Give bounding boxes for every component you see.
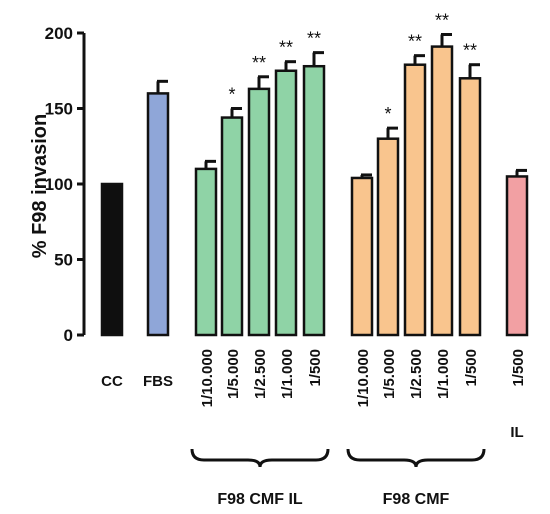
bar — [274, 69, 298, 337]
significance-label: ** — [307, 29, 321, 49]
category-label: 1/500 — [463, 349, 480, 387]
category-label: 1/1.000 — [279, 349, 296, 399]
group-label: F98 CMF IL — [217, 491, 303, 508]
significance-label: ** — [252, 53, 266, 73]
group-brackets: F98 CMF IL F98 CMF — [190, 448, 486, 508]
y-tick-label: 200 — [45, 24, 73, 43]
bar — [403, 63, 427, 337]
bar — [430, 45, 454, 337]
category-label: 1/500 — [307, 349, 324, 387]
bar — [505, 175, 529, 337]
bar — [302, 64, 326, 337]
category-label: 1/1.000 — [435, 349, 452, 399]
category-label: 1/10.000 — [355, 349, 372, 407]
bar — [458, 77, 482, 337]
category-label: 1/500 — [510, 349, 527, 387]
group-bracket — [190, 448, 330, 468]
bar — [350, 176, 374, 337]
significance-label: ** — [435, 11, 449, 31]
bar — [376, 137, 400, 337]
y-tick-label: 50 — [54, 251, 73, 270]
category-label: 1/5.000 — [381, 349, 398, 399]
y-tick-label: 100 — [45, 175, 73, 194]
group-label: F98 CMF — [383, 491, 450, 508]
category-label: CC — [101, 373, 123, 390]
significance-label: * — [384, 104, 391, 124]
y-tick-label: 150 — [45, 100, 73, 119]
bar — [220, 116, 244, 337]
bar — [146, 92, 170, 337]
significance-label: ** — [279, 38, 293, 58]
category-label: 1/2.500 — [408, 349, 425, 399]
category-label: 1/10.000 — [199, 349, 216, 407]
bar — [194, 167, 218, 337]
bar — [247, 87, 271, 337]
category-label: 1/5.000 — [225, 349, 242, 399]
category-label: 1/2.500 — [252, 349, 269, 399]
category-label: FBS — [143, 373, 173, 390]
significance-label: ** — [408, 32, 422, 52]
category-labels: CC FBS 1/10.000 1/5.000 1/2.500 1/1.000 1/500 1… — [101, 349, 527, 441]
extra-label: IL — [510, 424, 523, 441]
group-bracket — [346, 448, 486, 468]
axes: 0 50 100 150 200 — [45, 24, 86, 345]
bars: ***** ********* — [100, 11, 529, 337]
y-axis-title: % F98 invasion — [29, 114, 51, 259]
significance-label: * — [228, 85, 235, 105]
significance-label: ** — [463, 41, 477, 61]
y-tick-label: 0 — [64, 326, 73, 345]
bar — [100, 182, 124, 337]
